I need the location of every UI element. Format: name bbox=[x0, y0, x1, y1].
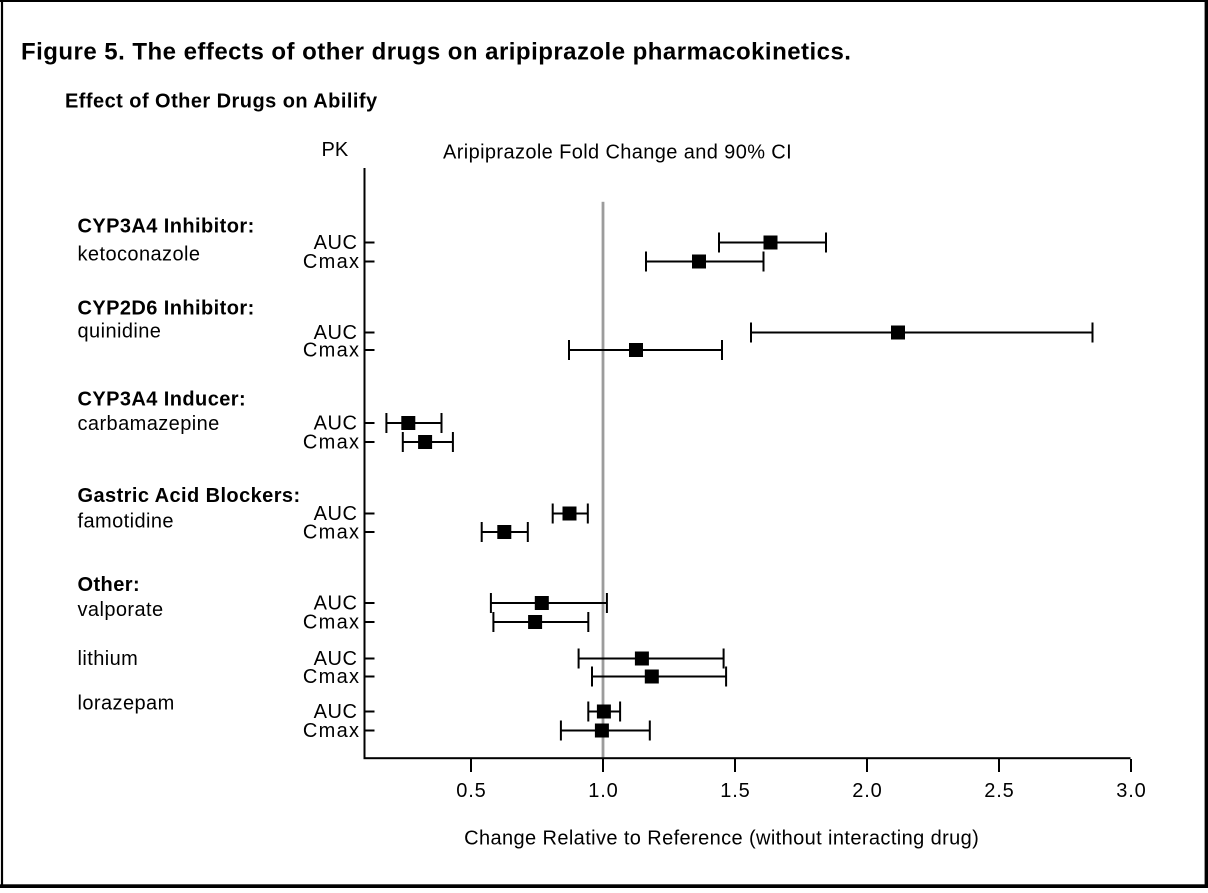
svg-text:AUC: AUC bbox=[314, 701, 358, 723]
svg-text:AUC: AUC bbox=[314, 413, 358, 435]
svg-text:quinidine: quinidine bbox=[78, 321, 162, 343]
svg-text:Cmax: Cmax bbox=[303, 720, 360, 742]
svg-text:Aripiprazole Fold Change and 9: Aripiprazole Fold Change and 90% CI bbox=[443, 141, 792, 163]
svg-text:AUC: AUC bbox=[314, 503, 358, 525]
svg-text:AUC: AUC bbox=[314, 322, 358, 344]
svg-text:lithium: lithium bbox=[78, 648, 139, 670]
svg-text:valporate: valporate bbox=[78, 599, 164, 621]
svg-text:CYP3A4 Inhibitor:: CYP3A4 Inhibitor: bbox=[78, 216, 255, 238]
svg-text:Cmax: Cmax bbox=[303, 522, 360, 544]
svg-text:lorazepam: lorazepam bbox=[78, 693, 175, 715]
svg-text:3.0: 3.0 bbox=[1116, 780, 1146, 802]
svg-text:famotidine: famotidine bbox=[78, 511, 174, 533]
svg-text:Cmax: Cmax bbox=[303, 432, 360, 454]
svg-text:AUC: AUC bbox=[314, 593, 358, 615]
svg-text:Gastric Acid Blockers:: Gastric Acid Blockers: bbox=[78, 485, 301, 507]
svg-text:Figure 5. The effects of other: Figure 5. The effects of other drugs on … bbox=[21, 39, 851, 66]
svg-text:ketoconazole: ketoconazole bbox=[78, 244, 201, 266]
svg-text:Effect of Other Drugs on Abili: Effect of Other Drugs on Abilify bbox=[65, 90, 378, 112]
svg-text:0.5: 0.5 bbox=[456, 780, 486, 802]
svg-text:Cmax: Cmax bbox=[303, 251, 360, 273]
svg-text:PK: PK bbox=[322, 139, 349, 161]
svg-text:Change Relative to Reference (: Change Relative to Reference (without in… bbox=[464, 827, 979, 849]
svg-text:Cmax: Cmax bbox=[303, 612, 360, 634]
svg-text:CYP3A4 Inducer:: CYP3A4 Inducer: bbox=[78, 389, 247, 411]
svg-text:2.5: 2.5 bbox=[984, 780, 1014, 802]
svg-text:AUC: AUC bbox=[314, 648, 358, 670]
svg-text:Cmax: Cmax bbox=[303, 340, 360, 362]
svg-text:1.5: 1.5 bbox=[720, 780, 750, 802]
svg-text:1.0: 1.0 bbox=[588, 780, 618, 802]
svg-text:AUC: AUC bbox=[314, 232, 358, 254]
svg-text:2.0: 2.0 bbox=[852, 780, 882, 802]
svg-text:CYP2D6 Inhibitor:: CYP2D6 Inhibitor: bbox=[78, 298, 255, 320]
svg-text:Other:: Other: bbox=[78, 574, 141, 596]
svg-text:carbamazepine: carbamazepine bbox=[78, 413, 220, 435]
svg-text:Cmax: Cmax bbox=[303, 666, 360, 688]
